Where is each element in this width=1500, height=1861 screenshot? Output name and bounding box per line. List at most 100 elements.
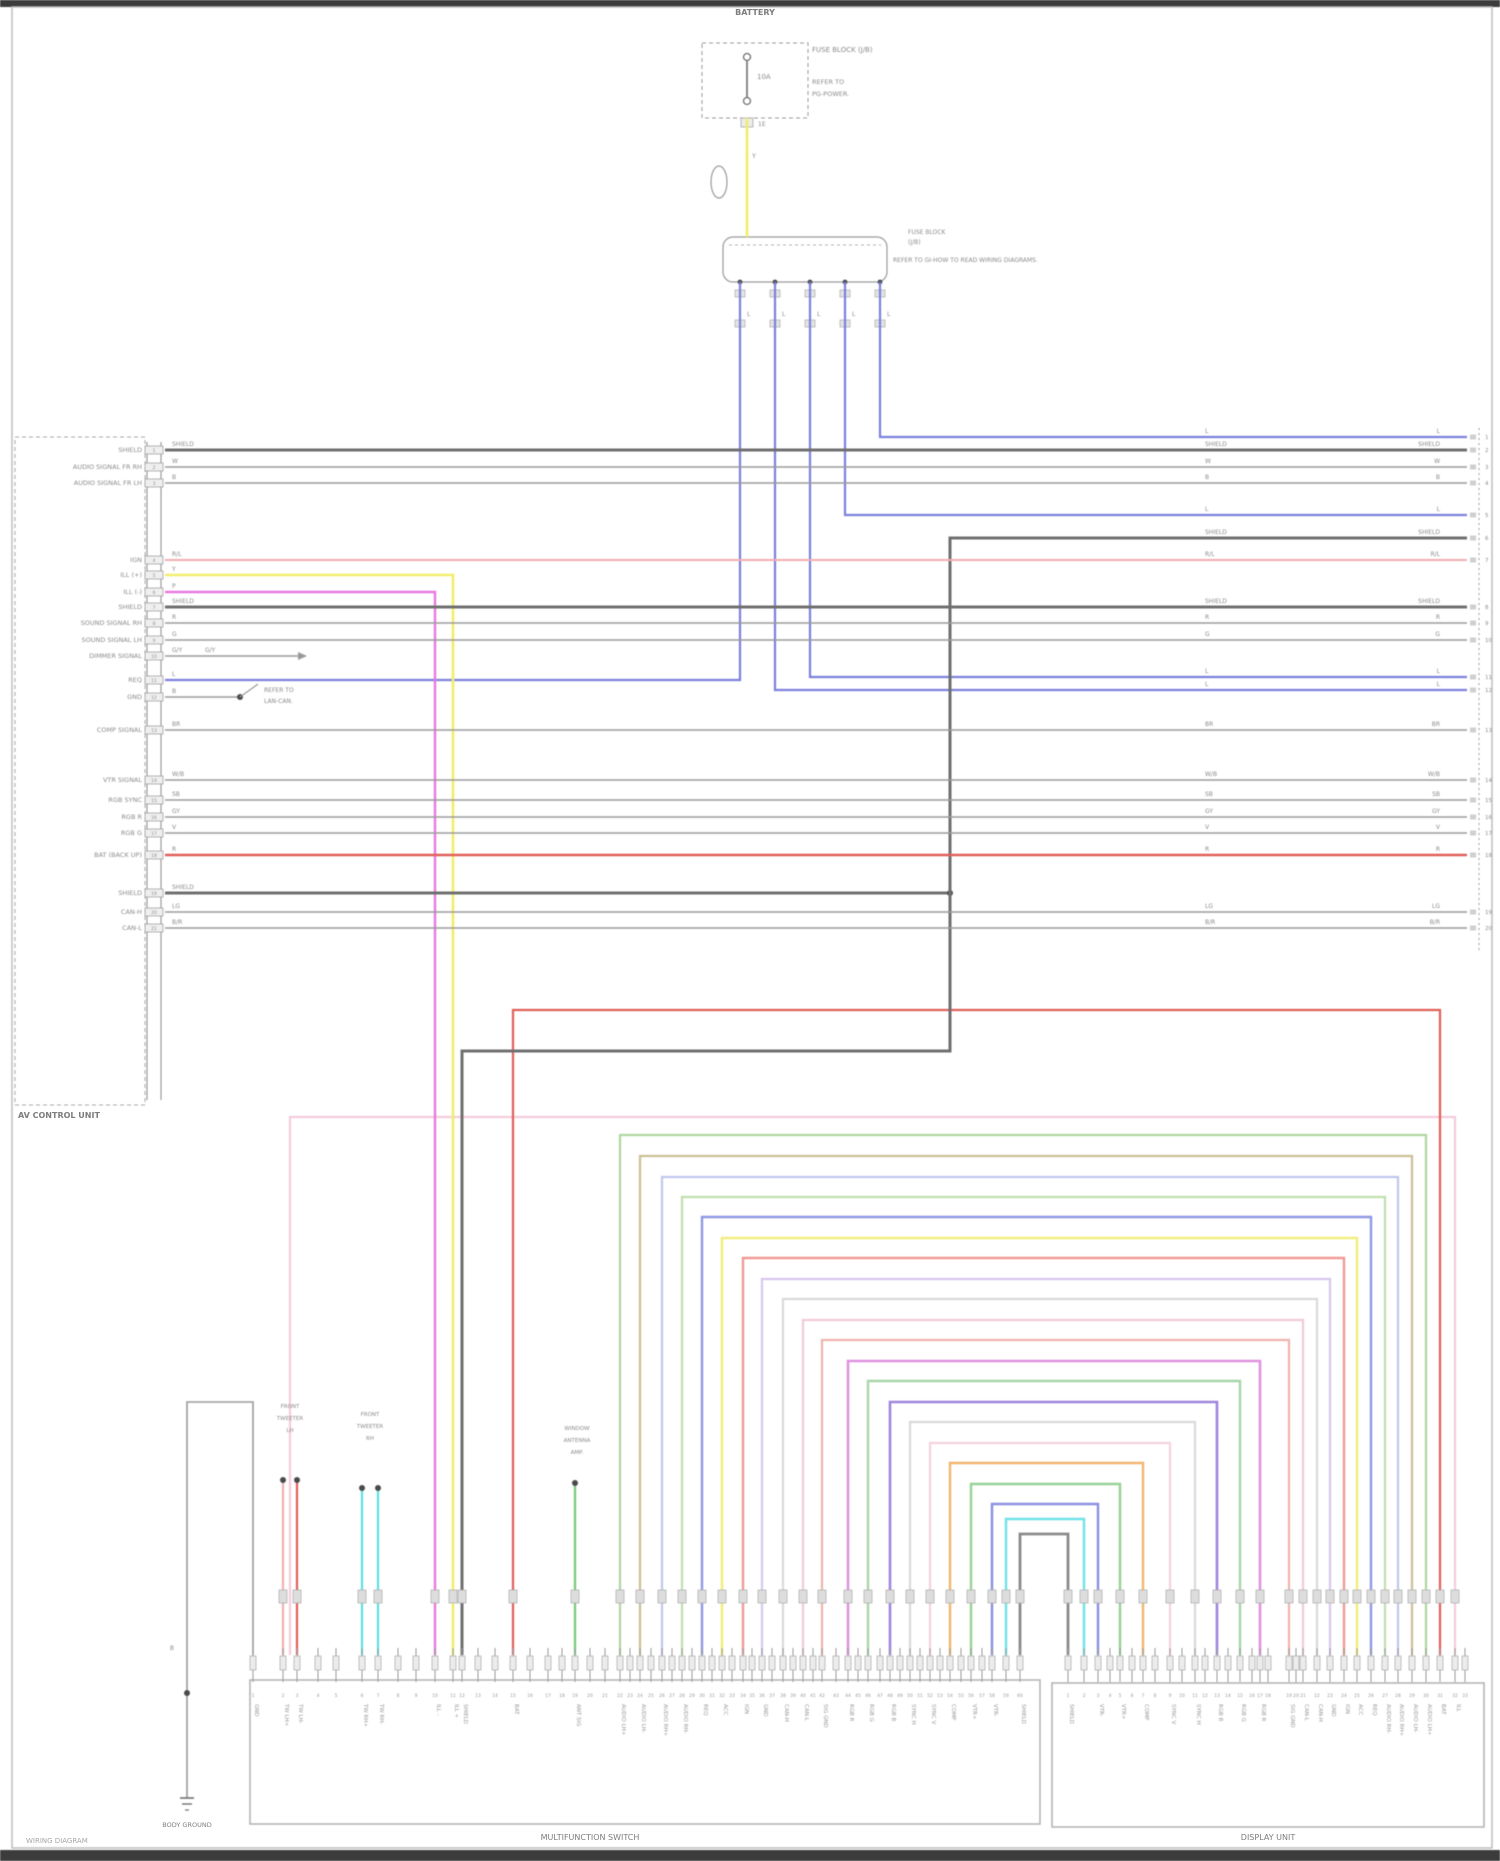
svg-text:21: 21 (1300, 1693, 1306, 1699)
svg-text:L: L (1205, 428, 1209, 435)
svg-text:AUDIO LH-: AUDIO LH- (1412, 1704, 1418, 1733)
svg-text:13: 13 (1485, 728, 1492, 734)
svg-text:20: 20 (151, 910, 157, 916)
svg-text:SOUND SIGNAL RH: SOUND SIGNAL RH (81, 619, 143, 627)
svg-text:18: 18 (1265, 1693, 1271, 1699)
svg-text:W: W (1205, 458, 1211, 465)
svg-text:CAN-L: CAN-L (1303, 1704, 1309, 1722)
svg-text:11: 11 (450, 1693, 456, 1699)
svg-text:6: 6 (153, 590, 156, 596)
svg-text:R/L: R/L (172, 551, 182, 558)
svg-text:4: 4 (1485, 481, 1489, 487)
svg-text:PG-POWER.: PG-POWER. (812, 90, 849, 98)
svg-text:G/Y: G/Y (205, 647, 216, 654)
svg-text:25: 25 (1354, 1693, 1360, 1699)
svg-text:14: 14 (1485, 778, 1492, 784)
svg-text:56: 56 (968, 1693, 974, 1699)
svg-text:REFER TO: REFER TO (812, 78, 844, 86)
svg-text:21: 21 (151, 926, 157, 932)
svg-text:VTR-: VTR- (1098, 1704, 1104, 1717)
svg-text:ILL +: ILL + (453, 1704, 459, 1718)
svg-text:18: 18 (151, 853, 157, 859)
svg-text:22: 22 (1314, 1693, 1320, 1699)
svg-text:SYNC V: SYNC V (930, 1704, 936, 1725)
svg-text:L: L (852, 311, 856, 318)
svg-text:57: 57 (979, 1693, 985, 1699)
svg-text:10: 10 (1485, 638, 1492, 644)
svg-text:LH: LH (286, 1428, 293, 1434)
svg-text:VTR SIGNAL: VTR SIGNAL (103, 776, 142, 784)
svg-text:4: 4 (1109, 1693, 1112, 1699)
left-box-label: MULTIFUNCTION SWITCH (540, 1833, 640, 1842)
svg-text:36: 36 (759, 1693, 765, 1699)
svg-text:G: G (1435, 631, 1440, 638)
svg-text:GY: GY (172, 808, 180, 815)
svg-text:Y: Y (171, 566, 176, 573)
svg-text:RGB R: RGB R (848, 1704, 854, 1722)
svg-text:1: 1 (1485, 435, 1489, 441)
svg-text:15: 15 (510, 1693, 516, 1699)
svg-text:1: 1 (153, 448, 156, 454)
svg-text:REQ: REQ (128, 676, 142, 684)
svg-text:15: 15 (151, 798, 157, 804)
svg-text:5: 5 (1485, 513, 1489, 519)
svg-text:40: 40 (800, 1693, 806, 1699)
svg-text:8: 8 (1154, 1693, 1157, 1699)
svg-text:ILL -: ILL - (435, 1704, 441, 1715)
svg-text:CAN-L: CAN-L (803, 1704, 809, 1722)
svg-text:R: R (172, 614, 176, 621)
svg-text:VTR-: VTR- (992, 1704, 998, 1717)
svg-text:12: 12 (459, 1693, 465, 1699)
svg-text:REQ: REQ (1371, 1704, 1377, 1716)
svg-text:AUDIO LH+: AUDIO LH+ (1426, 1704, 1432, 1736)
svg-text:23: 23 (1327, 1693, 1333, 1699)
svg-text:14: 14 (151, 778, 157, 784)
svg-text:L: L (1437, 506, 1441, 513)
svg-text:9: 9 (1169, 1693, 1172, 1699)
svg-text:24: 24 (637, 1693, 643, 1699)
svg-text:6: 6 (1485, 536, 1489, 542)
svg-text:SHIELD: SHIELD (1205, 441, 1227, 448)
svg-text:IGN: IGN (1344, 1704, 1350, 1714)
svg-text:24: 24 (1341, 1693, 1347, 1699)
svg-text:14: 14 (1225, 1693, 1231, 1699)
svg-text:CAN-H: CAN-H (121, 908, 142, 916)
svg-text:R: R (1205, 846, 1209, 853)
svg-text:32: 32 (1452, 1693, 1458, 1699)
svg-text:G/Y: G/Y (172, 647, 183, 654)
svg-text:37: 37 (769, 1693, 775, 1699)
svg-text:21: 21 (602, 1693, 608, 1699)
svg-text:B: B (172, 474, 176, 481)
svg-text:W/B: W/B (1428, 771, 1440, 778)
svg-text:FUSE BLOCK: FUSE BLOCK (908, 229, 947, 236)
body-ground-label: BODY GROUND (162, 1821, 212, 1829)
svg-text:19: 19 (151, 891, 157, 897)
svg-text:45: 45 (855, 1693, 861, 1699)
battery-label: BATTERY (735, 8, 775, 17)
svg-text:51: 51 (917, 1693, 923, 1699)
svg-text:SB: SB (1432, 791, 1440, 798)
svg-text:9: 9 (153, 638, 156, 644)
svg-text:14: 14 (492, 1693, 498, 1699)
svg-text:TW LH-: TW LH- (297, 1703, 303, 1724)
svg-text:DIMMER SIGNAL: DIMMER SIGNAL (89, 652, 142, 660)
svg-text:34: 34 (740, 1693, 746, 1699)
svg-text:20: 20 (587, 1693, 593, 1699)
svg-text:L: L (172, 671, 176, 678)
svg-text:RGB SYNC: RGB SYNC (108, 796, 142, 804)
svg-text:7: 7 (1142, 1693, 1145, 1699)
av-control-unit-label: AV CONTROL UNIT (18, 1111, 100, 1120)
svg-text:SYNC H: SYNC H (1195, 1704, 1201, 1725)
svg-text:2: 2 (282, 1693, 285, 1699)
svg-text:IGN: IGN (743, 1704, 749, 1714)
svg-text:SHIELD: SHIELD (1205, 598, 1227, 605)
svg-text:FUSE BLOCK (J/B): FUSE BLOCK (J/B) (812, 46, 873, 54)
svg-text:10: 10 (1179, 1693, 1185, 1699)
svg-text:RGB B: RGB B (1217, 1704, 1223, 1722)
svg-text:SHIELD: SHIELD (172, 884, 194, 891)
svg-text:G: G (1205, 631, 1210, 638)
svg-text:BAT: BAT (1440, 1704, 1446, 1715)
svg-text:ACC: ACC (1357, 1704, 1363, 1716)
svg-text:G: G (172, 631, 177, 638)
svg-text:GND: GND (253, 1704, 259, 1717)
